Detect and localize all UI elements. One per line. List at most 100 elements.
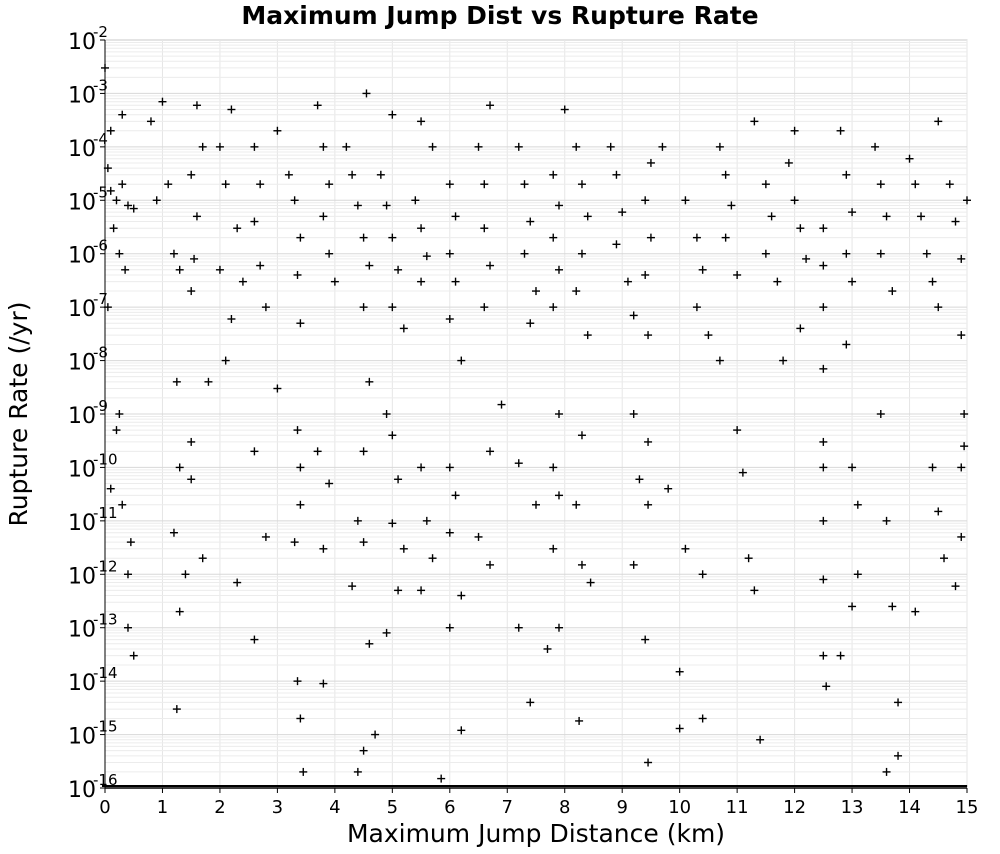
data-point [250,142,259,151]
data-point [146,117,155,126]
data-point [911,607,920,616]
data-point [187,437,196,446]
data-point [644,331,653,340]
data-point [394,475,403,484]
y-tick-label: 10 [68,297,96,322]
data-point [514,142,523,151]
y-tick-label: 10 [68,30,96,55]
data-point [871,142,880,151]
data-point [451,212,460,221]
data-point [106,126,115,135]
data-point [543,644,552,653]
data-point [934,507,943,516]
data-point [348,170,357,179]
x-tick-label: 15 [956,797,979,818]
data-point [796,324,805,333]
data-point [417,224,426,233]
data-point [382,410,391,418]
data-point [256,261,265,270]
y-tick-exponent: -13 [93,611,118,629]
data-point [756,735,765,744]
data-point [486,101,495,110]
data-point [445,249,454,258]
grid-lines [104,40,968,789]
data-point [371,730,380,739]
data-point [526,217,535,226]
data-point [388,110,397,119]
data-point [215,265,224,274]
data-point [629,410,638,418]
data-point [353,767,362,776]
x-tick-label: 5 [387,797,398,818]
y-tick-exponent: -7 [93,290,108,308]
data-point [451,491,460,500]
data-point [445,623,454,632]
data-point [549,463,558,472]
data-point [554,491,563,500]
data-point [290,538,299,547]
data-point [261,303,270,312]
data-point [169,249,178,258]
data-point [629,560,638,569]
data-point [296,500,305,509]
data-point [103,303,112,312]
data-point [721,233,730,242]
data-point [376,170,385,179]
y-tick-exponent: -10 [93,450,118,468]
data-point [325,180,334,189]
data-point [118,110,127,119]
x-tick-label: 8 [559,797,570,818]
data-point [123,570,132,579]
data-point [445,528,454,537]
data-point [445,314,454,323]
data-point [853,500,862,509]
x-tick-label: 9 [616,797,627,818]
data-point [549,544,558,553]
data-point [428,554,437,563]
data-point [129,204,138,213]
data-point [353,201,362,210]
data-point [115,410,124,418]
data-point [348,582,357,591]
data-point [445,180,454,189]
data-point [572,500,581,509]
data-point [233,578,242,587]
data-point [612,240,621,249]
data-point [572,142,581,151]
data-point [382,628,391,637]
data-point [733,270,742,279]
data-point [273,384,282,393]
data-point [457,591,466,600]
y-tick-exponent: -2 [93,23,108,41]
data-point [848,463,857,472]
data-point [532,500,540,509]
data-point [549,170,558,179]
data-point [399,544,408,553]
data-point [583,212,592,221]
data-point [273,126,282,135]
data-point [169,528,178,537]
data-point [957,463,966,472]
data-point [549,303,558,312]
data-point [359,303,368,312]
data-point [445,463,454,472]
x-tick-label: 13 [841,797,864,818]
data-point [388,233,397,242]
y-tick-exponent: -9 [93,397,108,415]
data-point [750,117,759,126]
x-tick-label: 14 [898,797,921,818]
data-point [299,767,308,776]
data-point [721,170,730,179]
data-point [284,170,293,179]
data-point [362,89,371,98]
data-point [296,714,305,723]
data-point [359,538,368,547]
data-point [325,479,334,488]
data-point [359,447,368,456]
data-point [250,635,259,644]
data-point [715,142,724,151]
data-point [175,607,184,616]
data-point [882,212,891,221]
y-tick-label: 10 [68,83,96,108]
data-point [152,196,161,205]
